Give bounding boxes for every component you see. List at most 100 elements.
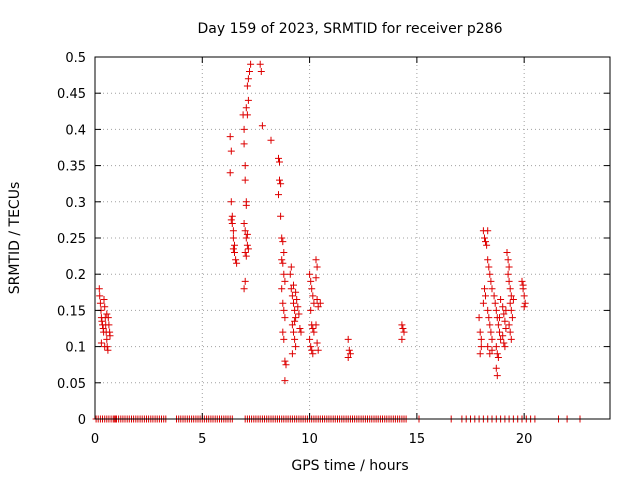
data-point xyxy=(243,111,251,119)
data-point xyxy=(479,299,487,307)
data-point xyxy=(504,256,512,264)
data-point xyxy=(314,346,322,354)
data-point xyxy=(242,252,250,260)
data-point xyxy=(231,249,238,256)
data-point xyxy=(280,270,288,278)
data-point xyxy=(241,176,249,184)
data-point xyxy=(95,285,103,293)
data-point xyxy=(399,325,407,332)
data-point xyxy=(101,303,109,311)
data-point xyxy=(227,147,235,155)
data-point xyxy=(100,296,108,303)
y-tick-label: 0.05 xyxy=(57,377,86,392)
data-point xyxy=(279,238,287,246)
data-point xyxy=(310,328,318,336)
data-point xyxy=(226,133,234,141)
data-point xyxy=(494,354,502,361)
data-point xyxy=(287,263,295,271)
data-point xyxy=(313,296,321,303)
data-point xyxy=(400,328,408,336)
data-point xyxy=(106,332,114,340)
data-point xyxy=(313,339,321,347)
x-tick-label: 0 xyxy=(91,432,99,447)
data-point xyxy=(228,220,236,227)
y-tick-label: 0.35 xyxy=(57,160,86,175)
data-point xyxy=(477,335,485,343)
data-point xyxy=(244,245,252,253)
data-point xyxy=(290,299,297,307)
data-point xyxy=(505,263,513,271)
data-point xyxy=(476,328,484,336)
data-point xyxy=(290,281,297,289)
data-point xyxy=(306,270,314,278)
data-point xyxy=(96,292,104,300)
data-point xyxy=(297,328,305,336)
data-point xyxy=(228,212,236,220)
data-point xyxy=(477,343,485,351)
data-point xyxy=(506,299,514,307)
data-point xyxy=(278,285,286,293)
data-point xyxy=(501,317,509,325)
chart-title: Day 159 of 2023, SRMTID for receiver p28… xyxy=(197,21,502,37)
y-tick-label: 0.3 xyxy=(65,196,86,211)
data-point xyxy=(232,256,240,264)
data-point xyxy=(505,277,513,285)
data-point xyxy=(502,325,510,332)
data-point xyxy=(242,201,250,209)
data-point xyxy=(485,314,493,322)
data-point xyxy=(240,125,248,133)
data-point xyxy=(486,350,494,358)
y-tick-label: 0.4 xyxy=(65,123,86,138)
data-point xyxy=(491,299,499,307)
data-point xyxy=(280,249,288,256)
x-tick-label: 15 xyxy=(409,432,426,447)
data-point xyxy=(246,68,253,75)
data-point xyxy=(505,321,513,329)
data-point xyxy=(310,299,318,307)
plot-area-border xyxy=(94,56,611,420)
data-point xyxy=(313,263,321,271)
data-point xyxy=(278,256,286,264)
data-point xyxy=(293,296,301,303)
data-point xyxy=(482,292,489,300)
data-point xyxy=(484,306,492,314)
data-point xyxy=(506,285,514,293)
data-point xyxy=(280,335,288,343)
data-point xyxy=(520,303,528,311)
data-point xyxy=(292,314,300,322)
data-point xyxy=(481,234,488,242)
data-point xyxy=(280,306,288,314)
data-point xyxy=(288,321,296,329)
data-point xyxy=(291,306,299,314)
data-point xyxy=(278,234,286,242)
data-point xyxy=(291,335,299,343)
data-point xyxy=(398,321,406,329)
data-point xyxy=(309,325,317,332)
data-point xyxy=(267,136,275,144)
data-point xyxy=(242,234,250,242)
data-point xyxy=(493,350,501,358)
y-axis-label: SRMTID / TECUs xyxy=(7,182,23,295)
data-point xyxy=(240,140,248,148)
data-point xyxy=(244,75,252,83)
x-tick-label: 5 xyxy=(198,432,206,447)
data-point xyxy=(519,281,527,289)
y-tick-label: 0.45 xyxy=(57,87,86,102)
x-tick-label: 20 xyxy=(516,432,533,447)
data-point xyxy=(231,241,238,249)
x-axis-label: GPS time / hours xyxy=(291,458,408,474)
data-point xyxy=(490,292,498,300)
data-point xyxy=(291,317,299,325)
data-point xyxy=(500,339,508,347)
data-point xyxy=(344,335,352,343)
data-point xyxy=(499,303,507,311)
data-point xyxy=(484,343,492,351)
data-point xyxy=(345,346,353,354)
data-point xyxy=(487,328,495,336)
data-point xyxy=(312,256,320,264)
data-point xyxy=(104,314,112,322)
data-point xyxy=(292,288,300,296)
data-point xyxy=(475,314,483,322)
data-point xyxy=(277,180,285,188)
data-point xyxy=(281,314,289,322)
